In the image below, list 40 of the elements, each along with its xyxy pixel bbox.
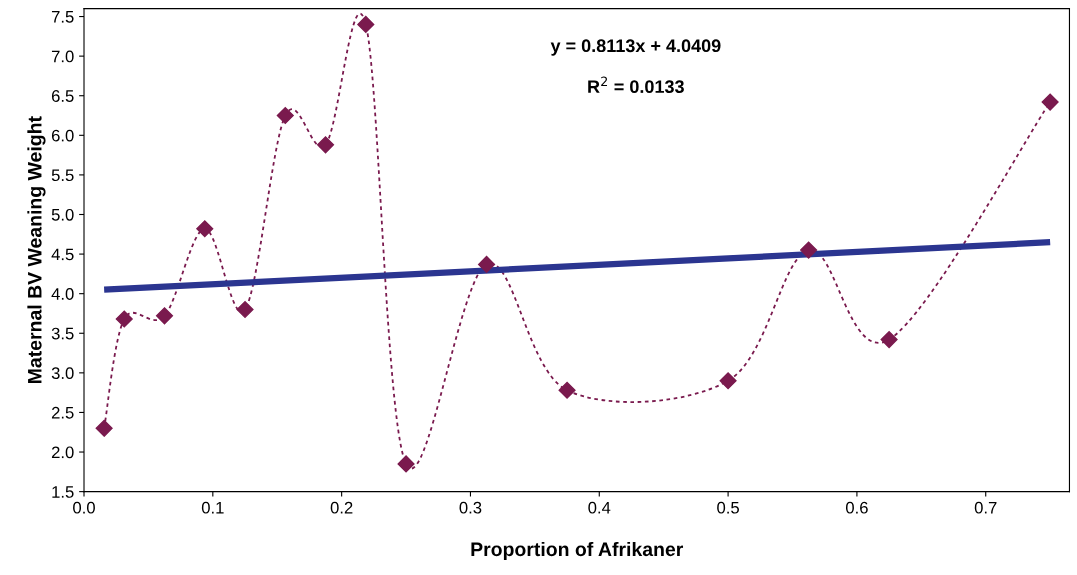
x-tick-label: 0.6 (845, 501, 868, 514)
point (236, 300, 254, 319)
y-tick-label: 4.0 (51, 288, 74, 300)
y-tick-label: 6.5 (51, 90, 74, 102)
point (800, 241, 818, 259)
x-tick-label: 0.2 (330, 501, 353, 514)
y-tick-label: 2.0 (51, 446, 74, 459)
point (478, 255, 496, 273)
annotation: y = 0.8113x + 4.0409 (550, 39, 721, 56)
point (95, 419, 113, 437)
y-tick-label: 6.0 (51, 129, 74, 142)
point (196, 220, 214, 238)
point (276, 106, 294, 125)
y-tick-label: 3.5 (51, 327, 74, 340)
y-tick-label: 7.0 (51, 50, 74, 63)
x-axis-title: Proportion of Afrikaner (471, 541, 684, 561)
annotation: R$^{2}$ = 0.0133 (588, 76, 684, 94)
point (719, 372, 737, 390)
y-tick-label: 1.5 (52, 486, 74, 498)
point (357, 15, 375, 34)
y-tick-label: 2.5 (51, 406, 74, 419)
point (880, 331, 898, 349)
y-tick-label: 5.0 (51, 208, 74, 221)
point (155, 307, 174, 325)
point (115, 310, 133, 328)
x-tick-label: 0.5 (717, 501, 739, 514)
y-tick-label: 4.5 (51, 248, 74, 261)
y-tick-label: 7.5 (51, 11, 74, 23)
x-tick-label: 0.1 (201, 501, 224, 514)
point (1041, 93, 1059, 111)
x-tick-label: 0.3 (459, 501, 482, 514)
point (316, 136, 335, 154)
x-tick-label: 0.4 (588, 501, 611, 514)
point (397, 455, 415, 473)
y-tick-label: 5.5 (51, 169, 74, 182)
point (558, 381, 576, 399)
x-tick-label: 0.7 (974, 501, 997, 514)
y-axis-title: Maternal BV Weaning Weight (27, 116, 46, 383)
y-tick-label: 3.0 (51, 367, 74, 380)
x-tick-label: 0.0 (73, 501, 95, 514)
